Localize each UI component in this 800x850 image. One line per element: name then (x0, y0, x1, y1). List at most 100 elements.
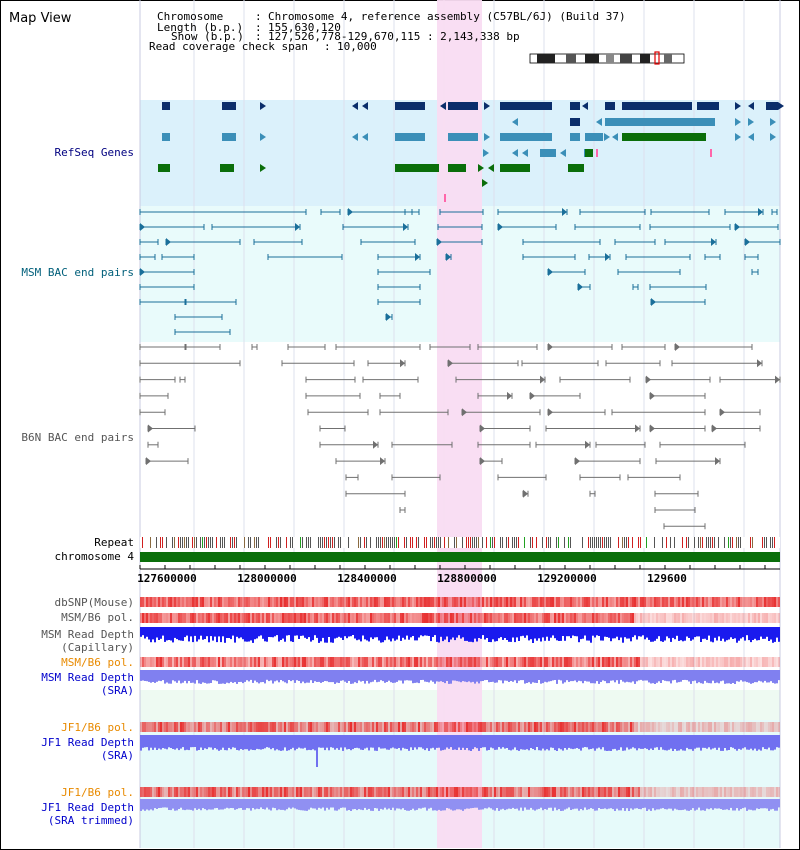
jf1-b6-pol-2-track[interactable] (140, 787, 780, 797)
label-jf1-depth-trim-2[interactable]: (SRA trimmed) (47, 814, 134, 827)
depth-bar (588, 735, 590, 750)
label-msm-bac[interactable]: MSM BAC end pairs (21, 266, 134, 279)
pol-cell (312, 657, 314, 667)
pol-cell (560, 613, 562, 623)
pol-cell (210, 722, 212, 732)
label-dbsnp[interactable]: dbSNP(Mouse) (54, 596, 134, 609)
pol-cell (738, 613, 740, 623)
msm-depth-sra-track[interactable] (140, 670, 780, 684)
pol-cell (626, 597, 628, 607)
label-msm-depth-cap-2[interactable]: (Capillary) (61, 641, 134, 654)
pol-cell (484, 657, 486, 667)
jf1-depth-sra-track[interactable] (140, 735, 780, 767)
label-repeat[interactable]: Repeat (94, 536, 134, 549)
pol-cell (764, 613, 766, 623)
b6n-bac-track[interactable] (139, 343, 781, 546)
highlight-region[interactable] (437, 0, 482, 848)
depth-bar (176, 799, 178, 811)
depth-bar (368, 670, 370, 684)
depth-bar (716, 799, 718, 809)
pol-cell (576, 613, 578, 623)
pol-cell (460, 722, 462, 732)
depth-bar (726, 799, 728, 810)
pol-cell (596, 597, 598, 607)
depth-bar (690, 627, 692, 641)
pol-cell (718, 613, 720, 623)
pol-cell (766, 613, 768, 623)
pol-cell (266, 722, 268, 732)
pol-cell (328, 657, 330, 667)
label-msm-b6-pol[interactable]: MSM/B6 pol. (61, 611, 134, 624)
pol-cell (746, 613, 748, 623)
depth-bar (284, 799, 286, 811)
pol-cell (310, 657, 312, 667)
depth-bar (168, 627, 170, 640)
chromosome-ideogram[interactable] (529, 51, 685, 65)
depth-bar (704, 627, 706, 639)
depth-bar (776, 799, 778, 811)
pol-cell (552, 597, 554, 607)
depth-bar (592, 670, 594, 684)
depth-bar (330, 670, 332, 683)
depth-bar (314, 799, 316, 809)
pol-cell (448, 722, 450, 732)
pol-cell (182, 597, 184, 607)
chromosome-bar[interactable] (140, 552, 780, 562)
label-jf1-depth-sra-1[interactable]: JF1 Read Depth (41, 736, 134, 749)
depth-bar (260, 735, 262, 750)
depth-bar (302, 670, 304, 682)
label-jf1-b6-pol[interactable]: JF1/B6 pol. (61, 721, 134, 734)
pol-cell (688, 613, 690, 623)
depth-bar (472, 670, 474, 682)
pol-cell (278, 657, 280, 667)
pol-cell (360, 597, 362, 607)
repeat-track[interactable] (140, 537, 780, 548)
label-refseq-genes[interactable]: RefSeq Genes (54, 146, 134, 159)
pol-cell (636, 722, 638, 732)
repeat-element (646, 537, 647, 548)
pol-cell (232, 597, 234, 607)
depth-bar (140, 735, 142, 751)
label-jf1-depth-trim-1[interactable]: JF1 Read Depth (41, 801, 134, 814)
pol-cell (284, 657, 286, 667)
depth-bar (458, 670, 460, 682)
depth-bar (300, 627, 302, 636)
depth-bar (646, 799, 648, 811)
label-jf1-depth-sra-2[interactable]: (SRA) (100, 749, 134, 762)
pol-cell (410, 657, 412, 667)
msm-depth-capillary-track[interactable] (140, 627, 780, 643)
pol-cell (242, 597, 244, 607)
label-msm-b6-pol-2[interactable]: MSM/B6 pol. (61, 656, 134, 669)
pol-cell (424, 722, 426, 732)
depth-bar (452, 670, 454, 681)
msm-bac-track[interactable] (139, 208, 781, 335)
msm-b6-pol-track[interactable] (140, 613, 780, 623)
pol-cell (714, 657, 716, 667)
pol-cell (486, 597, 488, 607)
depth-bar (522, 627, 524, 636)
depth-bar (162, 735, 164, 748)
pol-cell (534, 787, 536, 797)
depth-bar (538, 627, 540, 639)
pol-cell (542, 613, 544, 623)
label-msm-depth-sra-1[interactable]: MSM Read Depth (41, 671, 134, 684)
pol-cell (270, 613, 272, 623)
dbsnp-track[interactable] (140, 597, 780, 607)
pol-cell (176, 787, 178, 797)
pol-cell (696, 787, 698, 797)
msm-b6-pol-sra-track[interactable] (140, 657, 780, 667)
label-jf1-b6-pol-2[interactable]: JF1/B6 pol. (61, 786, 134, 799)
label-chromosome[interactable]: chromosome 4 (54, 550, 134, 563)
label-msm-depth-cap-1[interactable]: MSM Read Depth (41, 628, 134, 641)
pol-cell (744, 613, 746, 623)
pol-cell (580, 722, 582, 732)
label-b6n-bac[interactable]: B6N BAC end pairs (21, 431, 134, 444)
jf1-b6-pol-track[interactable] (140, 722, 780, 732)
repeat-element (674, 537, 675, 548)
refseq-genes-track[interactable] (158, 102, 784, 202)
label-msm-depth-sra-2[interactable]: (SRA) (100, 684, 134, 697)
jf1-depth-trimmed-track[interactable] (140, 799, 780, 811)
pol-cell (242, 657, 244, 667)
pol-cell (308, 722, 310, 732)
